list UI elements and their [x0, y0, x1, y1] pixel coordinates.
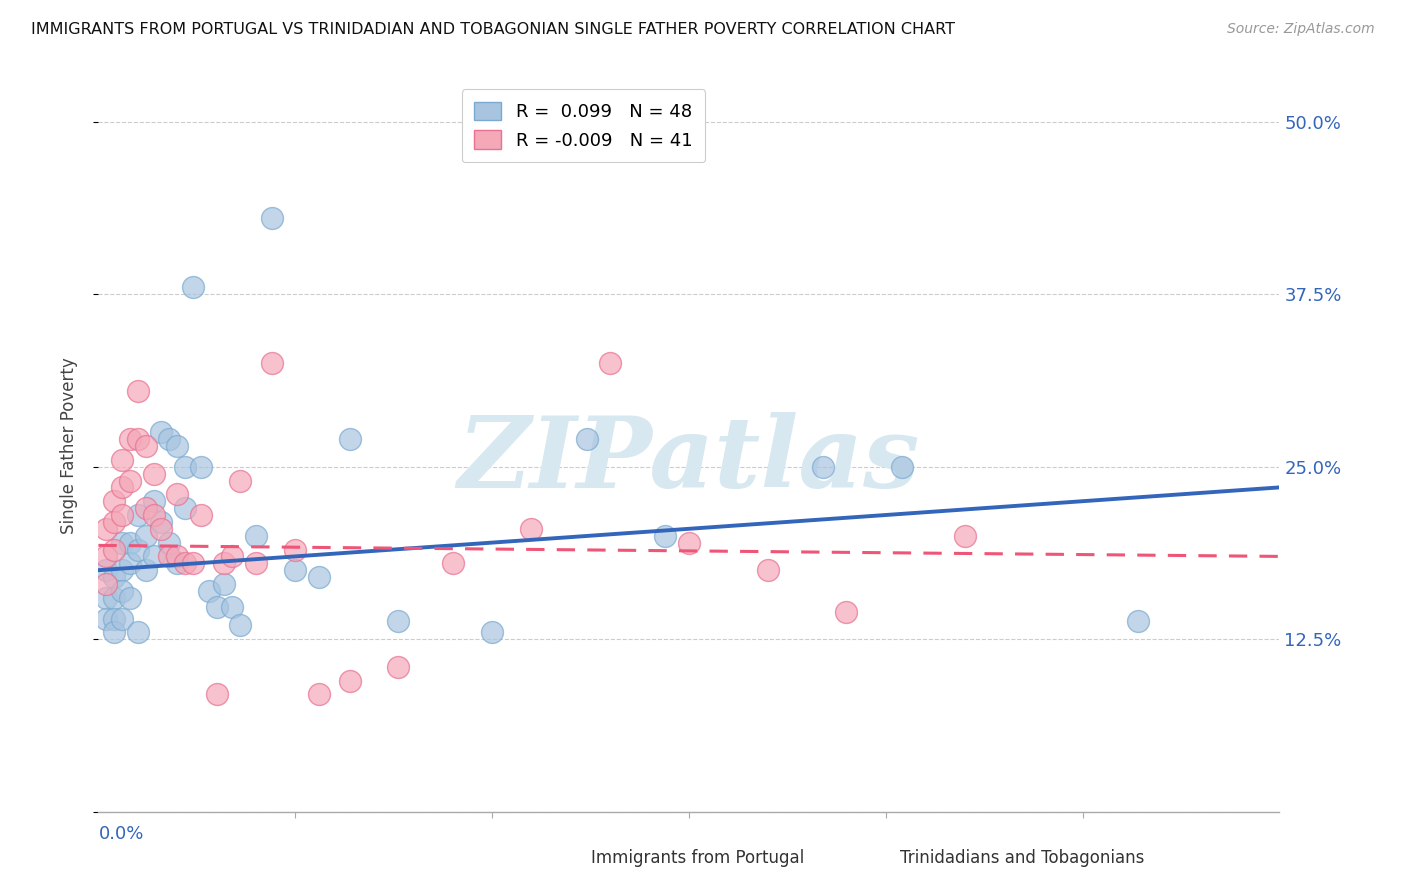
Point — [118, 535, 141, 549]
Point — [135, 563, 157, 577]
Point — [157, 535, 180, 549]
Point — [103, 542, 125, 557]
Point — [441, 557, 464, 571]
Text: 0.0%: 0.0% — [98, 825, 143, 843]
Point — [103, 515, 125, 529]
Point — [96, 591, 118, 605]
Point — [174, 459, 197, 474]
Point — [127, 432, 149, 446]
Point — [150, 425, 173, 440]
Point — [387, 614, 409, 628]
Point — [387, 660, 409, 674]
Point — [308, 570, 330, 584]
Point — [111, 583, 134, 598]
Point — [96, 563, 118, 577]
Point — [166, 487, 188, 501]
Point — [678, 535, 700, 549]
Point — [953, 529, 976, 543]
Point — [166, 549, 188, 564]
Point — [174, 557, 197, 571]
Point — [339, 432, 361, 446]
Point — [599, 356, 621, 370]
Point — [221, 549, 243, 564]
Point — [103, 494, 125, 508]
Point — [135, 439, 157, 453]
Point — [166, 557, 188, 571]
Point — [118, 474, 141, 488]
Point — [111, 508, 134, 522]
Point — [142, 467, 165, 481]
Point — [157, 549, 180, 564]
Point — [575, 432, 598, 446]
Point — [103, 625, 125, 640]
Point — [190, 508, 212, 522]
Point — [118, 557, 141, 571]
Point — [190, 459, 212, 474]
Point — [127, 542, 149, 557]
Point — [150, 515, 173, 529]
Point — [103, 591, 125, 605]
Point — [205, 600, 228, 615]
Text: Trinidadians and Tobagonians: Trinidadians and Tobagonians — [900, 849, 1144, 867]
Point — [150, 522, 173, 536]
Point — [118, 432, 141, 446]
Point — [96, 577, 118, 591]
Text: ZIPatlas: ZIPatlas — [458, 412, 920, 508]
Point — [111, 563, 134, 577]
Point — [111, 535, 134, 549]
Point — [181, 557, 204, 571]
Point — [229, 618, 252, 632]
Point — [142, 508, 165, 522]
Point — [96, 522, 118, 536]
Point — [245, 529, 267, 543]
Point — [811, 459, 834, 474]
Point — [214, 557, 236, 571]
Point — [127, 625, 149, 640]
Point — [260, 356, 283, 370]
Point — [174, 501, 197, 516]
Legend: R =  0.099   N = 48, R = -0.009   N = 41: R = 0.099 N = 48, R = -0.009 N = 41 — [461, 89, 706, 162]
Point — [135, 529, 157, 543]
Point — [111, 452, 134, 467]
Point — [142, 549, 165, 564]
Point — [481, 625, 503, 640]
Point — [96, 549, 118, 564]
Point — [221, 600, 243, 615]
Point — [520, 522, 543, 536]
Point — [229, 474, 252, 488]
Point — [835, 605, 858, 619]
Point — [654, 529, 676, 543]
Y-axis label: Single Father Poverty: Single Father Poverty — [59, 358, 77, 534]
Point — [127, 508, 149, 522]
Point — [284, 542, 307, 557]
Point — [142, 494, 165, 508]
Point — [166, 439, 188, 453]
Point — [96, 611, 118, 625]
Point — [103, 570, 125, 584]
Point — [103, 611, 125, 625]
Point — [890, 459, 912, 474]
Point — [214, 577, 236, 591]
Point — [197, 583, 219, 598]
Point — [205, 687, 228, 701]
Point — [284, 563, 307, 577]
Text: Source: ZipAtlas.com: Source: ZipAtlas.com — [1227, 22, 1375, 37]
Text: IMMIGRANTS FROM PORTUGAL VS TRINIDADIAN AND TOBAGONIAN SINGLE FATHER POVERTY COR: IMMIGRANTS FROM PORTUGAL VS TRINIDADIAN … — [31, 22, 955, 37]
Point — [118, 591, 141, 605]
Point — [308, 687, 330, 701]
Point — [135, 501, 157, 516]
Text: Immigrants from Portugal: Immigrants from Portugal — [591, 849, 804, 867]
Point — [339, 673, 361, 688]
Point — [111, 611, 134, 625]
Point — [181, 280, 204, 294]
Point — [111, 480, 134, 494]
Point — [245, 557, 267, 571]
Point — [756, 563, 779, 577]
Point — [157, 432, 180, 446]
Point — [127, 384, 149, 398]
Point — [1126, 614, 1149, 628]
Point — [260, 211, 283, 226]
